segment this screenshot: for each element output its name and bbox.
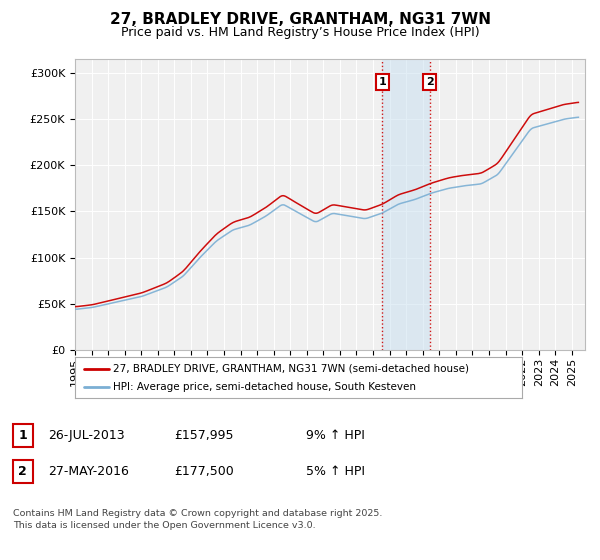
Text: 2: 2	[425, 77, 433, 87]
Text: 27, BRADLEY DRIVE, GRANTHAM, NG31 7WN: 27, BRADLEY DRIVE, GRANTHAM, NG31 7WN	[110, 12, 491, 27]
Bar	[382, 59, 430, 350]
Text: 2: 2	[19, 465, 27, 478]
Text: 5% ↑ HPI: 5% ↑ HPI	[306, 465, 365, 478]
Text: Price paid vs. HM Land Registry’s House Price Index (HPI): Price paid vs. HM Land Registry’s House …	[121, 26, 479, 39]
Text: 9% ↑ HPI: 9% ↑ HPI	[306, 429, 365, 442]
Text: 26-JUL-2013: 26-JUL-2013	[48, 429, 125, 442]
Text: 1: 1	[19, 429, 27, 442]
Text: 1: 1	[379, 77, 386, 87]
Text: HPI: Average price, semi-detached house, South Kesteven: HPI: Average price, semi-detached house,…	[113, 382, 416, 392]
Text: 27-MAY-2016: 27-MAY-2016	[48, 465, 129, 478]
Text: Contains HM Land Registry data © Crown copyright and database right 2025.
This d: Contains HM Land Registry data © Crown c…	[13, 509, 383, 530]
Text: £177,500: £177,500	[174, 465, 234, 478]
Text: £157,995: £157,995	[174, 429, 233, 442]
Text: 27, BRADLEY DRIVE, GRANTHAM, NG31 7WN (semi-detached house): 27, BRADLEY DRIVE, GRANTHAM, NG31 7WN (s…	[113, 363, 469, 374]
